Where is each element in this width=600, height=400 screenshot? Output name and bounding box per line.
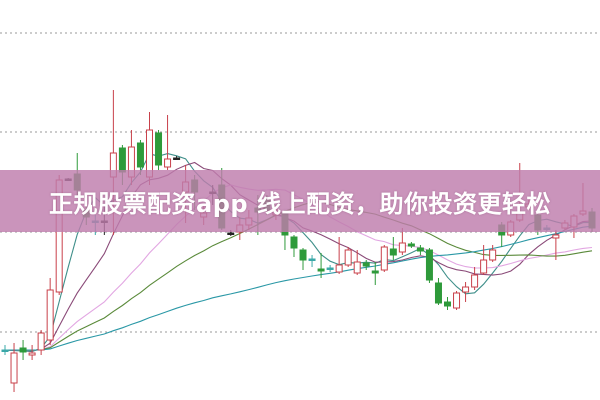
candle-body <box>425 249 433 281</box>
candle <box>453 291 461 310</box>
candle-body <box>444 301 452 307</box>
candle <box>155 130 163 170</box>
candle <box>407 242 415 248</box>
candle-body <box>416 247 424 252</box>
candle-body <box>164 158 172 168</box>
candle <box>471 267 479 290</box>
candle <box>344 247 352 267</box>
candle-body <box>46 289 54 341</box>
candle-body <box>471 274 479 288</box>
candle <box>37 330 45 355</box>
candle <box>136 140 144 175</box>
candle-body <box>335 264 343 273</box>
candle-body <box>407 243 415 247</box>
candle <box>353 250 361 275</box>
candle <box>1 345 9 355</box>
candle <box>389 237 397 260</box>
candle <box>425 248 433 283</box>
candle <box>317 253 325 278</box>
candle-body <box>362 262 370 267</box>
candle-body <box>353 261 361 274</box>
banner-title: 正规股票配资app 线上配资，助你投资更轻松 <box>49 189 551 218</box>
candle <box>173 156 181 160</box>
candle <box>371 262 379 285</box>
candle-body <box>173 157 181 160</box>
candle-body <box>37 332 45 351</box>
candle-body <box>326 267 334 270</box>
candle <box>398 228 406 255</box>
candle <box>28 345 36 360</box>
candle-body <box>380 246 388 271</box>
candle <box>308 255 316 267</box>
candle <box>299 248 307 270</box>
title-banner: 正规股票配资app 线上配资，助你投资更轻松 <box>0 170 600 232</box>
candle <box>380 245 388 272</box>
ma60-line <box>4 225 593 351</box>
candle <box>164 115 172 170</box>
candle-body <box>136 142 144 168</box>
candle <box>480 245 488 275</box>
candle <box>290 235 298 257</box>
candle-body <box>552 234 560 239</box>
candle <box>444 297 452 310</box>
candle-body <box>299 249 307 261</box>
candle-body <box>371 270 379 274</box>
candle <box>434 278 442 305</box>
candle-body <box>462 286 470 293</box>
candle-body <box>308 258 316 261</box>
candle <box>46 278 54 345</box>
candle-body <box>480 259 488 274</box>
candles <box>1 90 596 392</box>
candle-body <box>10 352 18 384</box>
candle-body <box>19 347 27 353</box>
candle <box>552 230 560 260</box>
candle <box>19 340 27 360</box>
candle-body <box>389 248 397 256</box>
candle <box>416 245 424 255</box>
candle-body <box>453 292 461 309</box>
candle-body <box>434 282 442 304</box>
candle-body <box>227 232 235 235</box>
candle-body <box>118 147 126 173</box>
candle-body <box>344 249 352 266</box>
candle-body <box>155 132 163 166</box>
candle-body <box>28 352 36 356</box>
candle <box>326 265 334 272</box>
candle <box>10 343 18 392</box>
candle-body <box>398 242 406 253</box>
candle-body <box>489 249 497 261</box>
candle <box>462 282 470 302</box>
candle <box>362 260 370 270</box>
candle-body <box>1 349 9 352</box>
candle-body <box>317 268 325 272</box>
candle <box>335 237 343 274</box>
candle-body <box>290 236 298 249</box>
candle <box>489 245 497 262</box>
